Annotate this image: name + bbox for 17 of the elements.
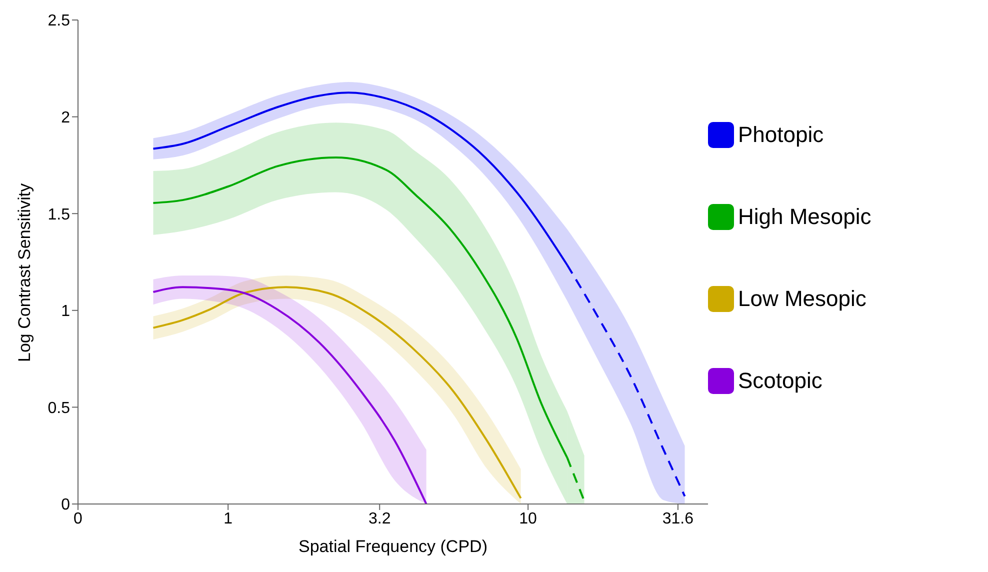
- x-tick-label: 31.6: [662, 510, 694, 528]
- y-tick-label: 0.5: [48, 400, 70, 417]
- x-tick-label: 10: [519, 510, 538, 528]
- legend-label: Low Mesopic: [738, 286, 866, 312]
- legend-label: Scotopic: [738, 368, 822, 394]
- x-axis-title: Spatial Frequency (CPD): [298, 537, 488, 556]
- y-tick-label: 2.5: [48, 12, 70, 30]
- x-tick-label: 3.2: [368, 510, 391, 528]
- y-tick-label: 0: [61, 496, 70, 514]
- legend-label: High Mesopic: [738, 204, 872, 230]
- x-tick-label: 0: [74, 510, 83, 528]
- x-tick-label: 1: [224, 510, 233, 528]
- y-tick-label: 1: [61, 303, 70, 320]
- y-axis-title: Log Contrast Sensitivity: [15, 182, 34, 362]
- legend-label: Photopic: [738, 122, 824, 148]
- y-tick-label: 1.5: [48, 206, 70, 224]
- y-tick-label: 2: [61, 109, 70, 126]
